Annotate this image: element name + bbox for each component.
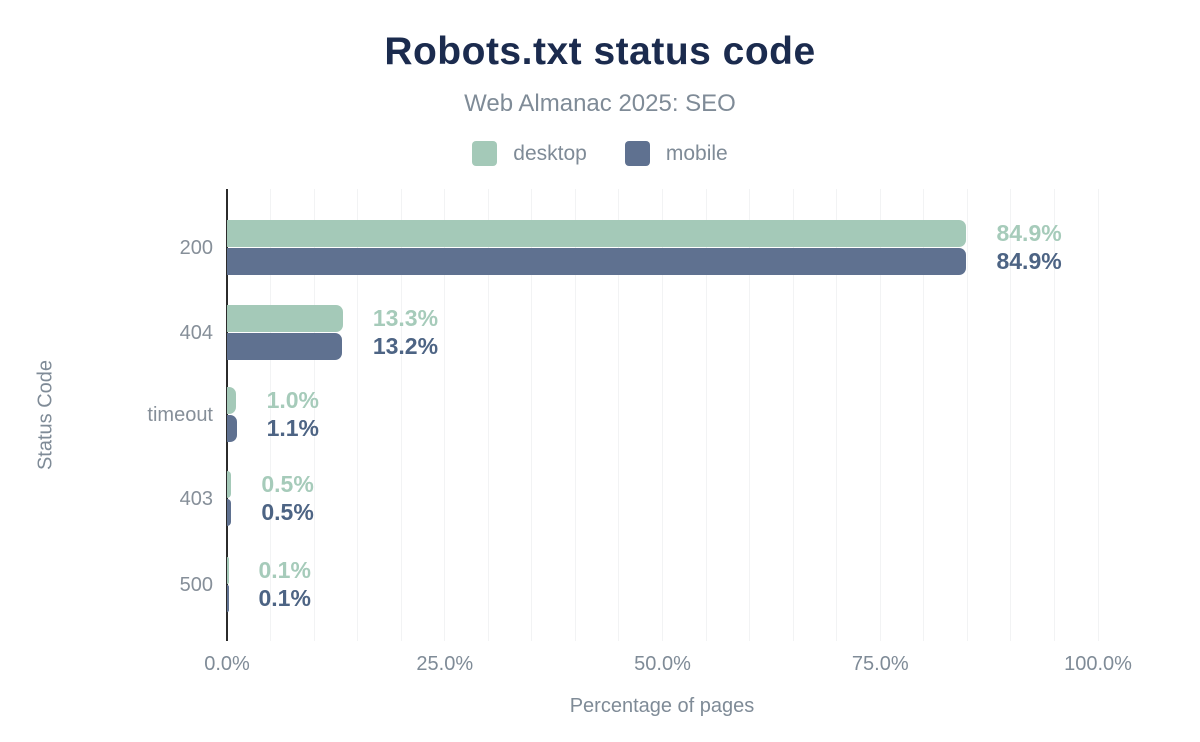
value-label-mobile-timeout: 1.1% — [266, 415, 320, 441]
category-label-404: 404 — [179, 322, 213, 344]
gridline — [923, 189, 925, 641]
value-label-desktop-timeout: 1.0% — [266, 387, 320, 413]
value-label-mobile-200: 84.9% — [996, 248, 1062, 274]
y-axis-title: Status Code — [34, 359, 57, 471]
gridline — [618, 189, 620, 641]
legend-swatch-desktop — [472, 141, 498, 166]
value-label-desktop-403: 0.5% — [261, 471, 314, 497]
gridline — [705, 189, 707, 641]
bar-desktop-403[interactable] — [227, 471, 232, 498]
value-label-desktop-200: 84.9% — [996, 220, 1062, 246]
chart-title: Robots.txt status code — [384, 30, 816, 73]
x-tick-label-100.0%: 100.0% — [1064, 653, 1132, 675]
bar-desktop-timeout[interactable] — [227, 387, 236, 414]
legend-item-mobile[interactable]: mobile — [624, 141, 728, 166]
value-label-mobile-500: 0.1% — [258, 585, 311, 611]
gridline — [1010, 189, 1012, 641]
bar-mobile-500[interactable] — [227, 585, 229, 612]
x-tick-label-25.0%: 25.0% — [416, 653, 474, 675]
gridline — [574, 189, 576, 641]
value-label-mobile-403: 0.5% — [261, 499, 314, 525]
gridline — [836, 189, 838, 641]
category-label-500: 500 — [179, 574, 213, 596]
gridline — [357, 189, 359, 641]
x-tick-label-75.0%: 75.0% — [851, 653, 909, 675]
legend: desktop mobile — [0, 141, 1200, 166]
x-tick-label-50.0%: 50.0% — [634, 653, 691, 675]
value-label-mobile-404: 13.2% — [372, 333, 439, 359]
gridline — [1097, 189, 1099, 641]
gridline — [662, 189, 663, 641]
category-label-timeout: timeout — [147, 404, 213, 426]
legend-label: desktop — [513, 141, 587, 165]
legend-label: mobile — [665, 141, 728, 165]
bar-desktop-500[interactable] — [227, 557, 229, 584]
x-tick-label-0.0%: 0.0% — [204, 653, 250, 675]
bar-mobile-403[interactable] — [227, 499, 232, 526]
x-axis-title: Percentage of pages — [569, 695, 755, 717]
gridline — [879, 189, 881, 641]
gridline — [400, 189, 402, 641]
gridline — [1053, 189, 1055, 641]
bar-mobile-200[interactable] — [227, 248, 967, 275]
gridline — [270, 189, 272, 641]
value-label-desktop-404: 13.3% — [372, 305, 439, 331]
gridline — [531, 189, 533, 641]
bar-desktop-404[interactable] — [227, 305, 343, 332]
gridline — [487, 189, 489, 641]
gridline — [749, 189, 751, 641]
bar-desktop-200[interactable] — [227, 220, 967, 247]
legend-item-desktop[interactable]: desktop — [472, 141, 587, 166]
gridline — [444, 189, 446, 641]
gridline — [966, 189, 968, 641]
bar-mobile-timeout[interactable] — [227, 415, 237, 442]
chart-subtitle: Web Almanac 2025: SEO — [464, 90, 736, 117]
value-label-desktop-500: 0.1% — [258, 557, 311, 583]
gridline — [792, 189, 794, 641]
legend-swatch-mobile — [624, 141, 650, 166]
bar-mobile-404[interactable] — [227, 333, 342, 360]
category-label-403: 403 — [179, 488, 213, 510]
gridline — [313, 189, 315, 641]
category-label-200: 200 — [179, 237, 213, 259]
